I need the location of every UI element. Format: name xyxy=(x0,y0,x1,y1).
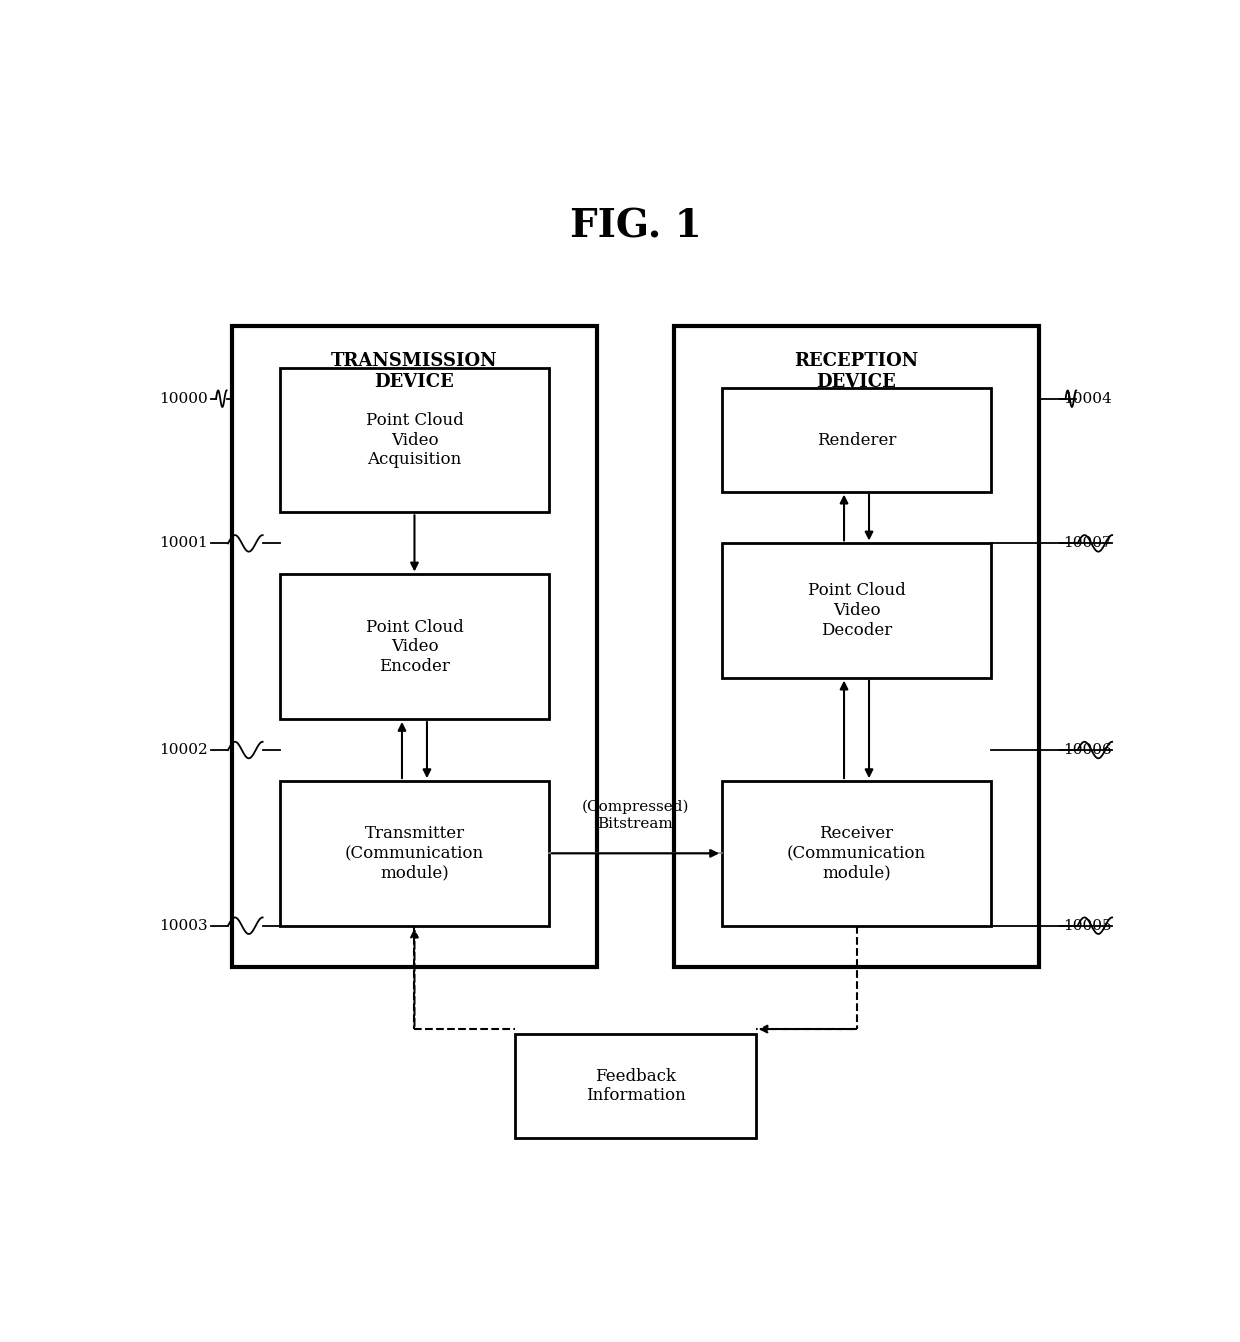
Bar xyxy=(232,326,596,968)
Text: Point Cloud
Video
Acquisition: Point Cloud Video Acquisition xyxy=(366,412,464,468)
Text: Receiver
(Communication
module): Receiver (Communication module) xyxy=(787,825,926,882)
Bar xyxy=(675,326,1039,968)
Text: Transmitter
(Communication
module): Transmitter (Communication module) xyxy=(345,825,484,882)
Text: Feedback
Information: Feedback Information xyxy=(585,1068,686,1104)
Bar xyxy=(280,368,549,513)
Bar xyxy=(280,781,549,926)
Text: TRANSMISSION
DEVICE: TRANSMISSION DEVICE xyxy=(331,352,497,391)
Text: 10005: 10005 xyxy=(1063,919,1112,933)
Bar xyxy=(722,544,991,678)
Text: 10006: 10006 xyxy=(1063,743,1112,757)
Text: RECEPTION
DEVICE: RECEPTION DEVICE xyxy=(795,352,919,391)
Bar xyxy=(516,1035,755,1138)
Text: 10007: 10007 xyxy=(1063,537,1112,550)
Text: 10002: 10002 xyxy=(159,743,208,757)
Text: 10003: 10003 xyxy=(159,919,208,933)
Text: 10004: 10004 xyxy=(1063,392,1112,405)
Text: Point Cloud
Video
Encoder: Point Cloud Video Encoder xyxy=(366,619,464,675)
Text: FIG. 1: FIG. 1 xyxy=(569,208,702,246)
Text: 10001: 10001 xyxy=(159,537,208,550)
Bar xyxy=(722,388,991,491)
Text: (Compressed)
Bitstream: (Compressed) Bitstream xyxy=(582,800,689,831)
Text: Renderer: Renderer xyxy=(817,432,897,448)
Bar xyxy=(722,781,991,926)
Bar xyxy=(280,574,549,719)
Text: Point Cloud
Video
Decoder: Point Cloud Video Decoder xyxy=(807,582,905,639)
Text: 10000: 10000 xyxy=(159,392,208,405)
